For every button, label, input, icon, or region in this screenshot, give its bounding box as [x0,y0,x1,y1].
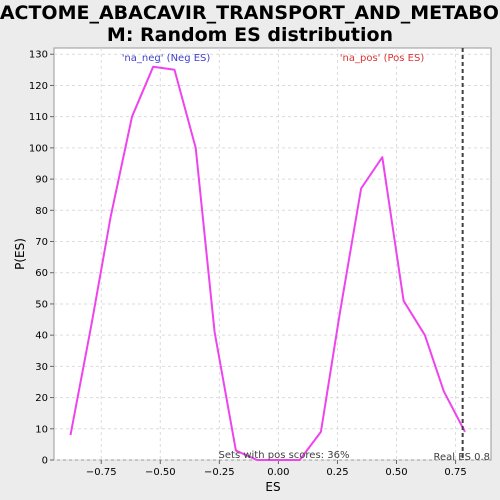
grid-lines [54,48,491,461]
y-tick-label: 50 [35,299,48,310]
x-tick-label: −0.75 [86,467,117,478]
y-tick-label: 60 [35,268,48,279]
y-tick-label: 40 [35,331,48,342]
x-tick-label: −0.25 [204,467,235,478]
plot-area [53,47,492,461]
y-axis-label: P(ES) [13,238,27,270]
chart-title-line-2: M: Random ES distribution [107,24,393,46]
series-line [69,65,466,461]
y-tick-label: 70 [35,237,48,248]
x-tick-label: −0.50 [145,467,176,478]
y-tick-label: 100 [29,143,48,154]
series-layer [69,65,466,461]
x-tick-label: 0.50 [385,467,407,478]
y-tick-label: 110 [29,112,48,123]
y-tick-label: 90 [35,175,48,186]
y-tick-label: 120 [29,81,48,92]
y-tick-label: 130 [29,50,48,61]
annotation-neg-es: 'na_neg' (Neg ES) [122,53,211,64]
chart-title-line-1: REACTOME_ABACAVIR_TRANSPORT_AND_METABOLI… [0,2,500,24]
y-tick-label: 30 [35,362,48,373]
x-tick-label: 0.75 [444,467,466,478]
annotation-pos-es: 'na_pos' (Pos ES) [340,53,425,64]
x-tick-label: 0.25 [326,467,348,478]
y-tick-label: 10 [35,424,48,435]
real-es-label: Real ES 0.8 [434,452,490,463]
x-tick-label: 0.00 [267,467,289,478]
annotation-pos-scores: Sets with pos scores: 36% [219,450,350,461]
x-axis-ticks: −0.75 −0.50 −0.25 0.00 0.25 0.50 0.75 [86,460,467,478]
y-axis-ticks: 0 10 20 30 40 50 60 70 80 90 100 110 120 130 [29,50,54,467]
x-axis-label: ES [265,480,280,494]
y-tick-label: 80 [35,206,48,217]
y-tick-label: 0 [42,456,48,467]
y-tick-label: 20 [35,393,48,404]
